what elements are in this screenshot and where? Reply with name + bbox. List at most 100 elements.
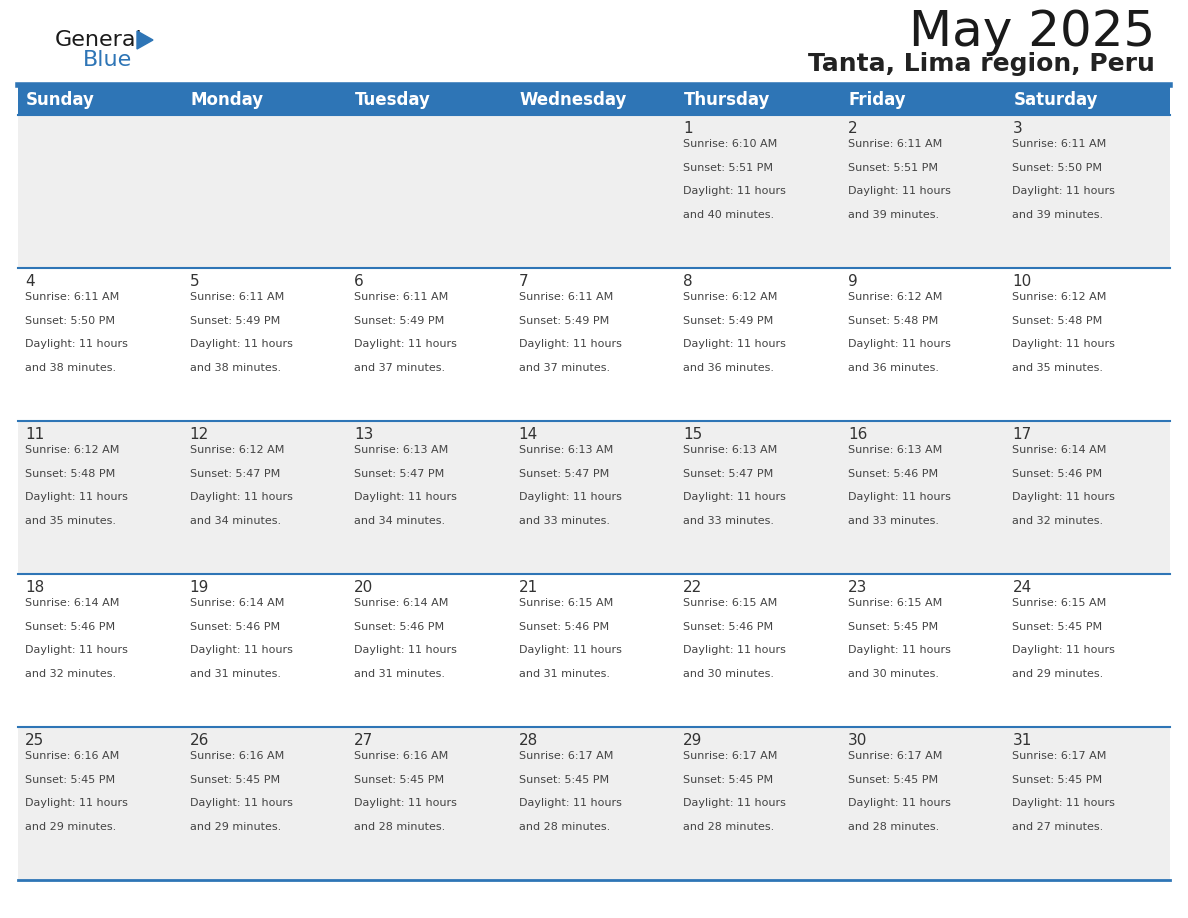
Text: Sunset: 5:45 PM: Sunset: 5:45 PM	[190, 775, 279, 785]
Bar	[18, 727, 1170, 880]
Text: and 32 minutes.: and 32 minutes.	[1012, 516, 1104, 526]
Text: 23: 23	[848, 580, 867, 595]
Text: 12: 12	[190, 427, 209, 442]
Text: 13: 13	[354, 427, 373, 442]
Text: and 33 minutes.: and 33 minutes.	[683, 516, 775, 526]
Text: Daylight: 11 hours: Daylight: 11 hours	[848, 492, 950, 502]
Text: 24: 24	[1012, 580, 1031, 595]
Text: Saturday: Saturday	[1013, 91, 1098, 109]
Text: 27: 27	[354, 733, 373, 748]
Text: and 27 minutes.: and 27 minutes.	[1012, 823, 1104, 832]
Text: Sunset: 5:49 PM: Sunset: 5:49 PM	[683, 316, 773, 326]
Bar	[18, 85, 1170, 115]
Text: and 37 minutes.: and 37 minutes.	[519, 364, 609, 373]
Text: and 34 minutes.: and 34 minutes.	[190, 516, 280, 526]
Text: Sunrise: 6:15 AM: Sunrise: 6:15 AM	[848, 598, 942, 608]
Text: and 29 minutes.: and 29 minutes.	[25, 823, 116, 832]
Text: and 31 minutes.: and 31 minutes.	[354, 669, 446, 679]
Text: and 36 minutes.: and 36 minutes.	[848, 364, 939, 373]
Text: Sunrise: 6:16 AM: Sunrise: 6:16 AM	[354, 751, 448, 761]
Text: Sunset: 5:45 PM: Sunset: 5:45 PM	[848, 775, 939, 785]
Text: Sunrise: 6:10 AM: Sunrise: 6:10 AM	[683, 139, 777, 149]
Text: General: General	[55, 30, 143, 50]
Text: Sunset: 5:45 PM: Sunset: 5:45 PM	[848, 621, 939, 632]
Text: Daylight: 11 hours: Daylight: 11 hours	[190, 340, 292, 350]
Text: Sunset: 5:48 PM: Sunset: 5:48 PM	[1012, 316, 1102, 326]
Text: Daylight: 11 hours: Daylight: 11 hours	[1012, 799, 1116, 809]
Text: Daylight: 11 hours: Daylight: 11 hours	[519, 645, 621, 655]
Text: Sunset: 5:51 PM: Sunset: 5:51 PM	[683, 162, 773, 173]
Text: Sunday: Sunday	[26, 91, 95, 109]
Text: Sunset: 5:45 PM: Sunset: 5:45 PM	[683, 775, 773, 785]
Text: Sunset: 5:47 PM: Sunset: 5:47 PM	[354, 469, 444, 478]
Text: Daylight: 11 hours: Daylight: 11 hours	[190, 799, 292, 809]
Text: Wednesday: Wednesday	[519, 91, 627, 109]
Text: Daylight: 11 hours: Daylight: 11 hours	[1012, 645, 1116, 655]
Text: and 39 minutes.: and 39 minutes.	[848, 210, 939, 220]
Text: 28: 28	[519, 733, 538, 748]
Text: Daylight: 11 hours: Daylight: 11 hours	[354, 340, 457, 350]
Text: Sunset: 5:49 PM: Sunset: 5:49 PM	[354, 316, 444, 326]
Text: Sunrise: 6:13 AM: Sunrise: 6:13 AM	[683, 445, 777, 455]
Text: Daylight: 11 hours: Daylight: 11 hours	[683, 186, 786, 196]
Text: Daylight: 11 hours: Daylight: 11 hours	[25, 645, 128, 655]
Text: Sunset: 5:47 PM: Sunset: 5:47 PM	[683, 469, 773, 478]
Text: and 33 minutes.: and 33 minutes.	[848, 516, 939, 526]
Bar	[18, 268, 1170, 421]
Text: Sunrise: 6:12 AM: Sunrise: 6:12 AM	[683, 292, 778, 302]
Text: Daylight: 11 hours: Daylight: 11 hours	[683, 340, 786, 350]
Text: and 37 minutes.: and 37 minutes.	[354, 364, 446, 373]
Text: Sunset: 5:47 PM: Sunset: 5:47 PM	[519, 469, 609, 478]
Text: Sunrise: 6:13 AM: Sunrise: 6:13 AM	[519, 445, 613, 455]
Text: Sunrise: 6:16 AM: Sunrise: 6:16 AM	[190, 751, 284, 761]
Text: Sunset: 5:49 PM: Sunset: 5:49 PM	[519, 316, 609, 326]
Text: Sunset: 5:46 PM: Sunset: 5:46 PM	[519, 621, 608, 632]
Text: and 28 minutes.: and 28 minutes.	[683, 823, 775, 832]
Text: Sunrise: 6:14 AM: Sunrise: 6:14 AM	[1012, 445, 1107, 455]
Text: 10: 10	[1012, 274, 1031, 289]
Text: Sunrise: 6:12 AM: Sunrise: 6:12 AM	[848, 292, 942, 302]
Text: Sunset: 5:45 PM: Sunset: 5:45 PM	[1012, 775, 1102, 785]
Text: 15: 15	[683, 427, 702, 442]
Text: Daylight: 11 hours: Daylight: 11 hours	[848, 799, 950, 809]
Text: Sunset: 5:50 PM: Sunset: 5:50 PM	[25, 316, 115, 326]
Text: 4: 4	[25, 274, 34, 289]
Text: Sunrise: 6:11 AM: Sunrise: 6:11 AM	[354, 292, 448, 302]
Text: Sunrise: 6:15 AM: Sunrise: 6:15 AM	[1012, 598, 1107, 608]
Text: Daylight: 11 hours: Daylight: 11 hours	[190, 492, 292, 502]
Text: and 28 minutes.: and 28 minutes.	[354, 823, 446, 832]
Text: 18: 18	[25, 580, 44, 595]
Text: and 40 minutes.: and 40 minutes.	[683, 210, 775, 220]
Text: Sunset: 5:46 PM: Sunset: 5:46 PM	[683, 621, 773, 632]
Text: Daylight: 11 hours: Daylight: 11 hours	[354, 492, 457, 502]
Text: Daylight: 11 hours: Daylight: 11 hours	[683, 492, 786, 502]
Text: Sunset: 5:50 PM: Sunset: 5:50 PM	[1012, 162, 1102, 173]
Text: Sunset: 5:49 PM: Sunset: 5:49 PM	[190, 316, 280, 326]
Bar	[18, 574, 1170, 727]
Bar	[18, 421, 1170, 574]
Text: Daylight: 11 hours: Daylight: 11 hours	[190, 645, 292, 655]
Text: and 32 minutes.: and 32 minutes.	[25, 669, 116, 679]
Text: and 30 minutes.: and 30 minutes.	[848, 669, 939, 679]
Text: Daylight: 11 hours: Daylight: 11 hours	[25, 340, 128, 350]
Text: 7: 7	[519, 274, 529, 289]
Text: Sunrise: 6:11 AM: Sunrise: 6:11 AM	[1012, 139, 1107, 149]
Text: 30: 30	[848, 733, 867, 748]
Text: Sunset: 5:48 PM: Sunset: 5:48 PM	[25, 469, 115, 478]
Text: Sunrise: 6:14 AM: Sunrise: 6:14 AM	[354, 598, 449, 608]
Text: Daylight: 11 hours: Daylight: 11 hours	[1012, 492, 1116, 502]
Text: Daylight: 11 hours: Daylight: 11 hours	[683, 645, 786, 655]
Text: Sunset: 5:46 PM: Sunset: 5:46 PM	[25, 621, 115, 632]
Text: Sunrise: 6:12 AM: Sunrise: 6:12 AM	[190, 445, 284, 455]
Text: 21: 21	[519, 580, 538, 595]
Text: Daylight: 11 hours: Daylight: 11 hours	[25, 799, 128, 809]
Text: 20: 20	[354, 580, 373, 595]
Text: Sunset: 5:47 PM: Sunset: 5:47 PM	[190, 469, 280, 478]
Text: Sunrise: 6:17 AM: Sunrise: 6:17 AM	[519, 751, 613, 761]
Text: Daylight: 11 hours: Daylight: 11 hours	[848, 645, 950, 655]
Text: Sunset: 5:46 PM: Sunset: 5:46 PM	[1012, 469, 1102, 478]
Text: Daylight: 11 hours: Daylight: 11 hours	[1012, 186, 1116, 196]
Text: 6: 6	[354, 274, 364, 289]
Text: and 34 minutes.: and 34 minutes.	[354, 516, 446, 526]
Text: 31: 31	[1012, 733, 1032, 748]
